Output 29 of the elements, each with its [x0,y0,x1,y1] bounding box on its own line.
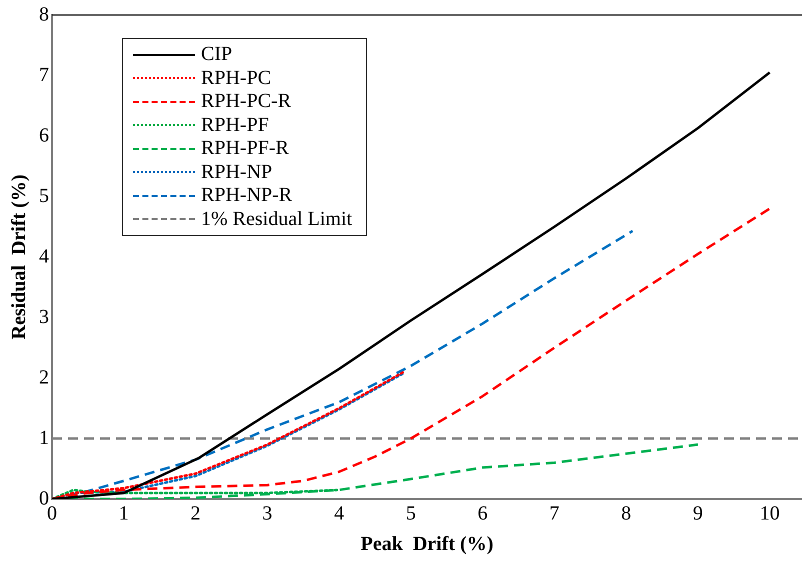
y-tick-label: 4 [39,245,49,268]
legend-label: RPH-PC-R [201,90,292,114]
y-tick-label: 8 [39,3,49,26]
x-tick-label: 10 [760,502,780,524]
y-tick-label: 3 [39,306,49,328]
x-tick-label: 9 [692,502,703,524]
y-tick-label: 2 [39,366,49,388]
x-tick-label: 1 [118,502,129,524]
y-tick-label: 0 [39,487,49,510]
y-tick-label: 5 [39,184,49,207]
x-tick-label: 2 [190,502,201,524]
legend-label: RPH-PF-R [201,137,289,160]
x-tick-label: 6 [478,502,488,524]
y-tick-label: 7 [39,64,49,86]
y-axis-title: Residual Drift (%) [8,174,30,340]
legend-label: RPH-PC [201,66,272,90]
legend-label: RPH-PF [201,114,269,137]
legend-label: RPH-NP-R [201,184,292,208]
x-tick-label: 4 [334,502,344,524]
x-tick-label: 7 [549,502,560,524]
legend-label: 1% Residual Limit [201,208,352,231]
x-tick-label: 8 [621,502,632,524]
y-tick-label: 1 [39,426,49,449]
x-tick-label: 3 [262,502,272,524]
legend-label: CIP [201,43,232,66]
x-tick-label: 5 [406,502,416,524]
x-axis-title: Peak Drift (%) [360,533,494,556]
legend-label: RPH-NP [201,160,272,184]
y-tick-label: 6 [39,124,49,146]
